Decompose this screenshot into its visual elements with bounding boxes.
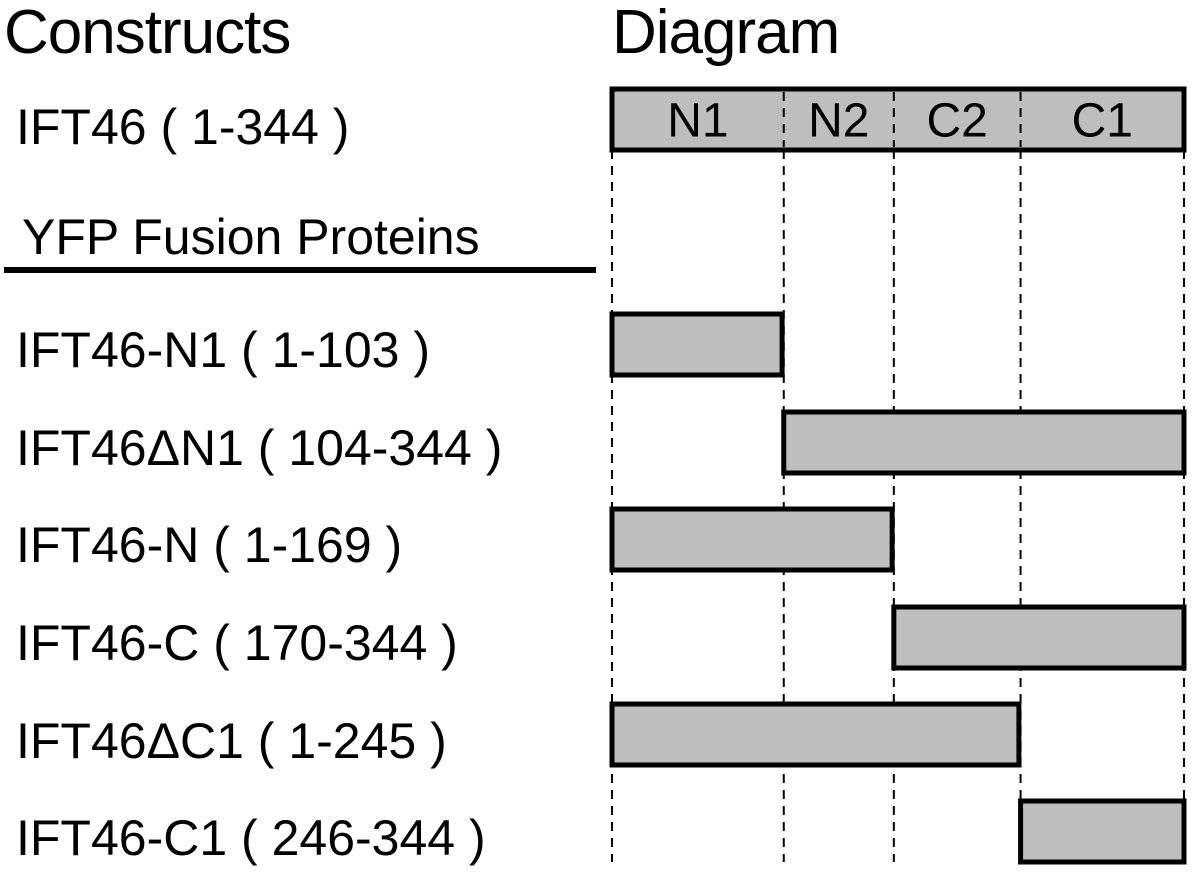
- construct-label: IFT46ΔN1 ( 104-344 ): [16, 420, 503, 476]
- constructs-heading: Constructs: [4, 0, 291, 67]
- construct-bar: [609, 701, 1022, 768]
- construct-bar: [781, 409, 1187, 476]
- construct-bar: [891, 604, 1187, 671]
- construct-label: IFT46ΔC1 ( 1-245 ): [16, 713, 447, 769]
- full-length-bar: [609, 86, 1187, 153]
- domain-label: N1: [667, 95, 728, 148]
- construct-label: IFT46-N1 ( 1-103 ): [16, 322, 431, 378]
- full-length-label: IFT46 ( 1-344 ): [16, 99, 350, 155]
- construct-bar: [609, 311, 785, 378]
- construct-label: IFT46-C ( 170-344 ): [16, 615, 458, 671]
- domain-label: C1: [1072, 95, 1133, 148]
- construct-label: IFT46-C1 ( 246-344 ): [16, 810, 486, 866]
- section-label: YFP Fusion Proteins: [22, 209, 480, 265]
- domain-label: N2: [808, 95, 869, 148]
- section-divider: [4, 267, 596, 273]
- diagram-heading: Diagram: [612, 0, 840, 67]
- construct-bar: [1018, 798, 1187, 865]
- construct-label: IFT46-N ( 1-169 ): [16, 517, 403, 573]
- domain-label: C2: [927, 95, 988, 148]
- construct-bar: [609, 506, 895, 573]
